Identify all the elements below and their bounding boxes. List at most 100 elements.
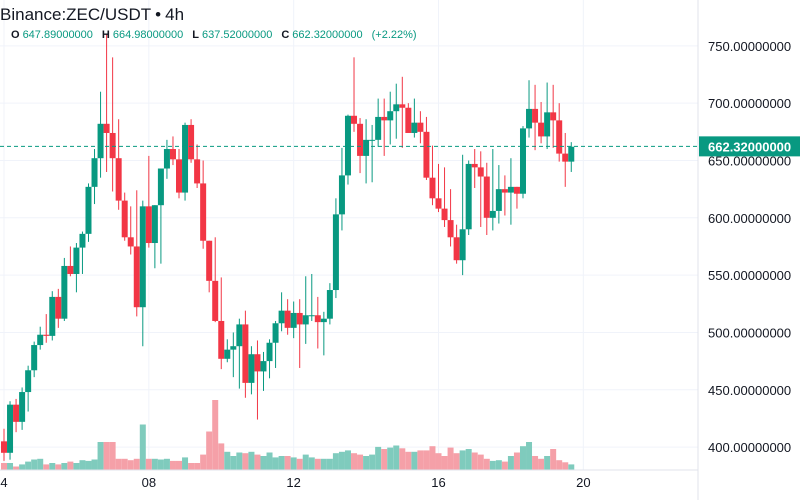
candle-body (296, 312, 303, 325)
candle-body (453, 237, 460, 261)
volume-bar (562, 462, 569, 470)
volume-bar (272, 457, 279, 470)
candle-body (326, 290, 333, 319)
volume-bar (182, 457, 189, 470)
volume-bar (91, 459, 98, 470)
candle-body (272, 323, 279, 343)
open-label: O (11, 29, 20, 41)
candle-body (519, 128, 526, 194)
change-percent: (+2.22%) (371, 29, 417, 41)
candle-body (200, 183, 207, 241)
ohlc-values: O 647.89000000 H 664.98000000 L 637.5200… (0, 28, 426, 42)
candle-body (212, 280, 219, 321)
candle-body (357, 123, 364, 156)
candle-body (544, 112, 551, 137)
candle-body (489, 210, 496, 218)
volume-bar (55, 464, 62, 470)
candle-body (381, 116, 388, 121)
candle-body (351, 115, 358, 124)
volume-bar (194, 463, 201, 470)
volume-bar (61, 463, 68, 470)
candle-body (1, 441, 7, 453)
volume-bar (25, 461, 32, 470)
volume-bar (206, 431, 213, 470)
volume-bar (1, 463, 7, 470)
candle-body (375, 116, 382, 140)
volume-bar (387, 447, 394, 470)
volume-bar (393, 445, 400, 470)
candle-body (260, 361, 267, 372)
candle-body (163, 149, 170, 169)
candle-body (447, 220, 454, 238)
candle-body (248, 354, 255, 383)
candle-body (532, 108, 539, 123)
candle-body (61, 265, 68, 319)
candle-body (176, 159, 183, 193)
candle-body (363, 139, 370, 156)
volume-bar (441, 456, 448, 470)
volume-bar (302, 454, 309, 470)
candle-body (218, 320, 225, 359)
volume-bar (157, 459, 164, 470)
volume-bar (477, 454, 484, 470)
low-label: L (192, 29, 199, 41)
high-label: H (101, 29, 110, 41)
open-value: 647.89000000 (22, 29, 93, 41)
candle-body (25, 370, 32, 393)
candle-body (109, 132, 116, 159)
volume-bar (513, 452, 520, 470)
candle-body (320, 318, 327, 323)
candle-body (429, 177, 436, 199)
volume-bar (447, 447, 454, 470)
candle-body (495, 189, 502, 211)
volume-bar (417, 450, 424, 470)
candle-body (182, 124, 189, 193)
volume-bar (550, 449, 557, 470)
volume-bar (85, 460, 92, 470)
candle-body (507, 186, 514, 193)
y-tick-label: 550.00000000 (708, 268, 791, 283)
volume-bar (151, 458, 158, 470)
volume-bar (399, 448, 406, 470)
volume-bar (248, 451, 255, 470)
volume-bar (49, 463, 56, 470)
candle-body (344, 115, 351, 176)
candle-body (387, 111, 394, 121)
volume-bar (556, 460, 563, 470)
candle-body (224, 349, 231, 359)
volume-bar (284, 456, 291, 470)
volume-bar (369, 454, 376, 470)
volume-bar (344, 450, 351, 470)
candle-body (513, 186, 520, 194)
candle-body (127, 237, 134, 247)
volume-bar (67, 461, 74, 470)
candle-body (550, 112, 557, 121)
volume-bar (79, 460, 86, 470)
candle-body (7, 404, 14, 453)
volume-bar (103, 442, 110, 470)
volume-bar (115, 458, 122, 470)
x-tick-label: 4 (0, 475, 7, 490)
candle-body (254, 354, 261, 372)
candle-body (230, 346, 237, 350)
candle-body (85, 186, 92, 234)
candles (1, 34, 575, 461)
volume-bar (314, 458, 321, 470)
candle-body (393, 104, 400, 112)
candle-body (157, 168, 164, 206)
symbol-title[interactable]: Binance: ZEC/USDT • 4h (0, 5, 185, 24)
candle-body (278, 310, 285, 324)
candle-body (73, 247, 80, 274)
volume-bar (320, 458, 327, 470)
volume-bar (435, 453, 442, 470)
candle-body (417, 122, 424, 132)
volume-bar (230, 456, 237, 470)
candle-body (369, 139, 376, 141)
volume-bar (507, 456, 514, 470)
exchange-name: Binance (0, 5, 62, 24)
last-price-marker: 662.32000000 (0, 136, 800, 157)
grid (0, 0, 698, 470)
